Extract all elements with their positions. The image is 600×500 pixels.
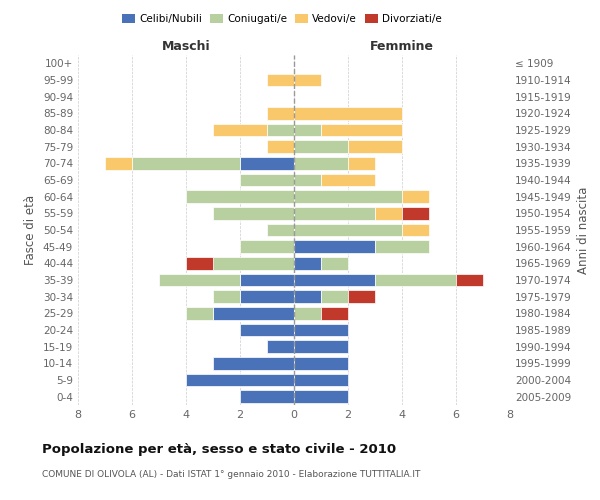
- Bar: [240, 390, 294, 403]
- Bar: [240, 240, 294, 253]
- Bar: [240, 290, 294, 303]
- Text: Femmine: Femmine: [370, 40, 434, 54]
- Bar: [402, 190, 429, 203]
- Bar: [186, 307, 213, 320]
- Bar: [321, 257, 348, 270]
- Bar: [294, 390, 348, 403]
- Bar: [267, 340, 294, 353]
- Bar: [321, 307, 348, 320]
- Bar: [213, 207, 294, 220]
- Bar: [186, 257, 213, 270]
- Bar: [294, 357, 348, 370]
- Text: Popolazione per età, sesso e stato civile - 2010: Popolazione per età, sesso e stato civil…: [42, 442, 396, 456]
- Bar: [213, 257, 294, 270]
- Bar: [294, 174, 321, 186]
- Bar: [294, 140, 348, 153]
- Bar: [105, 157, 132, 170]
- Bar: [213, 124, 267, 136]
- Bar: [321, 290, 348, 303]
- Bar: [294, 74, 321, 86]
- Bar: [240, 157, 294, 170]
- Legend: Celibi/Nubili, Coniugati/e, Vedovi/e, Divorziati/e: Celibi/Nubili, Coniugati/e, Vedovi/e, Di…: [118, 10, 446, 29]
- Bar: [186, 374, 294, 386]
- Bar: [294, 290, 321, 303]
- Bar: [294, 207, 375, 220]
- Bar: [348, 157, 375, 170]
- Bar: [213, 290, 240, 303]
- Bar: [294, 274, 375, 286]
- Bar: [213, 307, 294, 320]
- Bar: [267, 140, 294, 153]
- Bar: [294, 307, 321, 320]
- Bar: [240, 174, 294, 186]
- Bar: [186, 190, 294, 203]
- Bar: [375, 207, 402, 220]
- Bar: [348, 140, 402, 153]
- Bar: [294, 190, 402, 203]
- Bar: [294, 107, 402, 120]
- Bar: [294, 240, 375, 253]
- Bar: [294, 157, 348, 170]
- Y-axis label: Anni di nascita: Anni di nascita: [577, 186, 590, 274]
- Text: Maschi: Maschi: [161, 40, 211, 54]
- Bar: [267, 124, 294, 136]
- Bar: [456, 274, 483, 286]
- Bar: [294, 324, 348, 336]
- Y-axis label: Fasce di età: Fasce di età: [25, 195, 37, 265]
- Bar: [375, 274, 456, 286]
- Bar: [294, 124, 321, 136]
- Text: COMUNE DI OLIVOLA (AL) - Dati ISTAT 1° gennaio 2010 - Elaborazione TUTTITALIA.IT: COMUNE DI OLIVOLA (AL) - Dati ISTAT 1° g…: [42, 470, 421, 479]
- Bar: [348, 290, 375, 303]
- Bar: [294, 340, 348, 353]
- Bar: [132, 157, 240, 170]
- Bar: [267, 74, 294, 86]
- Bar: [402, 207, 429, 220]
- Bar: [240, 274, 294, 286]
- Bar: [375, 240, 429, 253]
- Bar: [294, 257, 321, 270]
- Bar: [294, 374, 348, 386]
- Bar: [213, 357, 294, 370]
- Bar: [321, 124, 402, 136]
- Bar: [159, 274, 240, 286]
- Bar: [402, 224, 429, 236]
- Bar: [240, 324, 294, 336]
- Bar: [267, 107, 294, 120]
- Bar: [267, 224, 294, 236]
- Bar: [294, 224, 402, 236]
- Bar: [321, 174, 375, 186]
